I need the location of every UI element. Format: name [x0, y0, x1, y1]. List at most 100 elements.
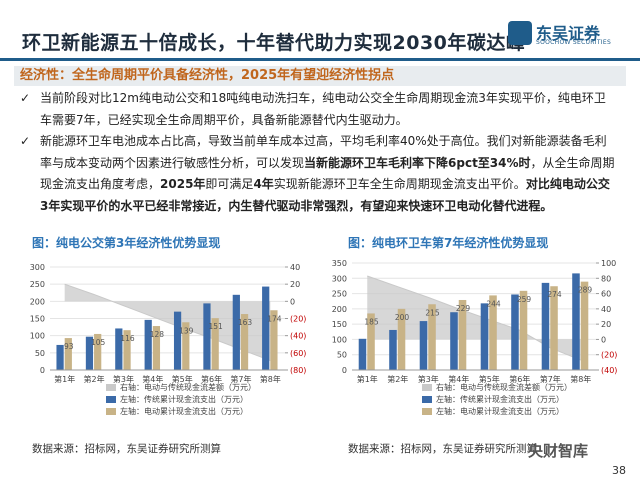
y2-tick-label: 40 [601, 305, 611, 314]
bar [519, 290, 528, 370]
legend-swatch [106, 396, 116, 403]
x-tick-label: 第3年 [113, 374, 134, 384]
title-rule [0, 58, 640, 61]
data-label: 229 [456, 304, 471, 313]
y2-tick-label: 0 [290, 297, 295, 306]
x-tick-label: 第2年 [84, 374, 105, 384]
y-tick-label: 150 [332, 320, 347, 329]
bar [203, 303, 211, 370]
data-label: 105 [91, 338, 106, 347]
bar [550, 286, 558, 370]
y-tick-label: 100 [30, 332, 45, 341]
data-label: 215 [425, 308, 440, 317]
watermark: 央财智库 [528, 442, 589, 460]
data-label: 128 [150, 330, 165, 339]
logo-text: 东吴证券 [536, 24, 601, 43]
data-label: 151 [209, 322, 224, 331]
y2-tick-label: (20) [290, 315, 306, 324]
data-label: 185 [364, 317, 379, 326]
y-tick-label: 350 [332, 259, 347, 268]
y-tick-label: 250 [332, 290, 347, 299]
bar [144, 319, 152, 370]
bar [572, 273, 580, 370]
bar [152, 326, 161, 370]
text-run: 对比纯电动公交3年实现平价的水平已经非常接近，内生替代驱动非常强烈，有望迎来快速… [40, 177, 610, 213]
data-label: 289 [578, 286, 593, 295]
bar [389, 329, 397, 370]
legend-label: 右轴：电动与传统现金流差额（万元） [436, 382, 572, 392]
data-label: 259 [517, 295, 532, 304]
bar [182, 322, 190, 370]
legend-label: 左轴：传统累计现金流支出（万元） [436, 394, 564, 404]
x-tick-label: 第1年 [357, 374, 378, 384]
bullet-marker: ✓ [20, 91, 31, 105]
logo: 东吴证券 SOOCHOW SECURITIES [506, 20, 624, 50]
data-label: 93 [64, 342, 74, 351]
bar [428, 304, 436, 370]
legend-swatch [106, 408, 116, 415]
bar [489, 295, 497, 370]
bar [94, 333, 102, 370]
x-tick-label: 第6年 [201, 374, 222, 384]
x-tick-label: 第5年 [479, 374, 500, 384]
x-tick-label: 第7年 [230, 374, 251, 384]
text-run: ，从全生命周期现金流支出角度考虑， [40, 155, 615, 192]
bar [64, 338, 72, 370]
area-fill [367, 275, 581, 361]
y2-tick-label: (40) [601, 366, 617, 375]
bar [123, 330, 131, 370]
x-tick-label: 第8年 [570, 374, 591, 384]
text-run: 2025年 [160, 177, 206, 191]
data-label: 244 [486, 299, 501, 308]
bar [511, 294, 519, 370]
y2-tick-label: (20) [601, 351, 617, 360]
x-tick-label: 第2年 [387, 374, 408, 384]
data-label: 274 [547, 290, 562, 299]
y2-tick-label: (60) [290, 349, 306, 358]
y2-tick-label: 80 [601, 274, 611, 283]
y-tick-label: 0 [40, 366, 45, 375]
x-tick-label: 第4年 [142, 374, 163, 384]
legend-swatch [422, 396, 432, 403]
data-label: 116 [120, 334, 135, 343]
legend-swatch [106, 384, 116, 391]
bar [85, 336, 94, 370]
y-tick-label: 150 [30, 315, 45, 324]
y-tick-label: 300 [30, 263, 45, 272]
legend-label: 左轴：电动累计现金流支出（万元） [120, 406, 248, 416]
bullet: ✓ 当前阶段对比12m纯电动公交和18吨纯电动洗扫车，纯电动公交全生命周期现金流3… [20, 88, 616, 131]
bar [270, 310, 278, 370]
y-tick-label: 200 [332, 305, 347, 314]
legend-label: 左轴：传统累计现金流支出（万元） [120, 394, 248, 404]
y2-tick-label: 60 [601, 290, 611, 299]
bar [450, 312, 458, 370]
bar [262, 286, 270, 370]
bar [115, 328, 123, 370]
text-run: 新能源环卫车电池成本占比高，导致当前单车成本过高，平均毛利率40%处于高位。我们… [40, 134, 607, 170]
bar [56, 344, 64, 370]
bar [367, 313, 375, 370]
y2-tick-label: (80) [290, 366, 306, 375]
y-tick-label: 200 [30, 297, 45, 306]
y2-tick-label: (40) [290, 332, 306, 341]
page-number: 38 [612, 464, 626, 477]
x-tick-label: 第3年 [418, 374, 439, 384]
bar [211, 318, 219, 370]
y2-tick-label: 40 [290, 263, 300, 272]
chart-source: 数据来源：招标网，东吴证券研究所测算 [32, 443, 221, 455]
data-label: 139 [179, 326, 194, 335]
bar [232, 294, 240, 370]
x-tick-label: 第8年 [260, 374, 281, 384]
bar [541, 282, 550, 370]
text-run: 当新能源环卫车毛利率下降6pct至34%时 [304, 155, 531, 170]
chart-title: 图：纯电环卫车第7年经济性优势显现 [348, 236, 549, 250]
y-tick-label: 50 [35, 349, 45, 358]
y-tick-label: 300 [332, 274, 347, 283]
area-fill [64, 284, 271, 361]
x-tick-label: 第6年 [509, 374, 530, 384]
text-run: 实现新能源环卫车全生命周期现金流支出平价。 [273, 177, 526, 191]
y-tick-label: 0 [342, 366, 347, 375]
x-tick-label: 第1年 [54, 374, 75, 384]
y2-tick-label: 0 [601, 335, 606, 344]
bullet-text: 新能源环卫车电池成本占比高，导致当前单车成本过高，平均毛利率40%处于高位。我们… [40, 131, 616, 217]
